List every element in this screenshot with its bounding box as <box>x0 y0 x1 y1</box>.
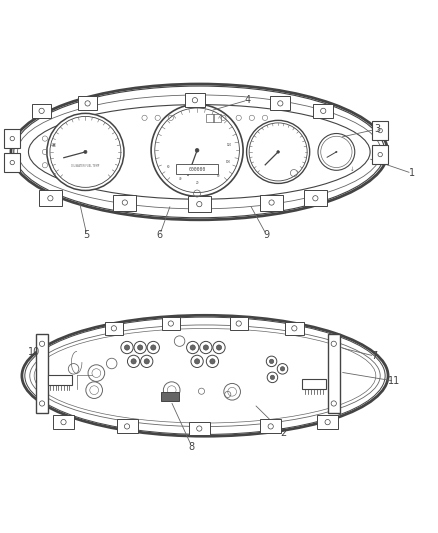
Ellipse shape <box>147 341 159 354</box>
Bar <box>36 334 48 413</box>
Bar <box>285 322 304 335</box>
Ellipse shape <box>203 345 208 350</box>
Bar <box>271 96 290 110</box>
Ellipse shape <box>47 114 124 190</box>
Text: 2: 2 <box>281 429 287 438</box>
Text: ↓: ↓ <box>350 167 354 172</box>
Bar <box>372 145 388 164</box>
Bar <box>39 190 62 206</box>
Ellipse shape <box>121 341 133 354</box>
Ellipse shape <box>191 355 203 368</box>
Bar <box>304 190 327 206</box>
Ellipse shape <box>213 341 225 354</box>
Bar <box>189 422 210 435</box>
Bar <box>230 317 248 330</box>
Text: 7: 7 <box>371 351 378 361</box>
Bar <box>317 415 338 429</box>
Ellipse shape <box>190 345 195 350</box>
Bar <box>314 104 333 118</box>
Ellipse shape <box>249 123 307 181</box>
Bar <box>260 419 281 433</box>
Ellipse shape <box>30 325 380 426</box>
Text: 8: 8 <box>189 442 195 451</box>
Bar <box>176 164 218 174</box>
Bar <box>328 334 340 413</box>
Ellipse shape <box>270 375 275 379</box>
Ellipse shape <box>127 355 140 368</box>
Text: 4: 4 <box>244 95 251 105</box>
Ellipse shape <box>200 341 212 354</box>
Ellipse shape <box>138 345 143 350</box>
Text: 60: 60 <box>167 165 170 169</box>
Text: 9: 9 <box>263 230 269 239</box>
Text: ▣: ▣ <box>52 143 56 147</box>
Ellipse shape <box>277 364 288 374</box>
Ellipse shape <box>151 104 243 196</box>
Bar <box>4 153 20 172</box>
Text: 40: 40 <box>179 177 182 181</box>
Ellipse shape <box>124 345 130 350</box>
Ellipse shape <box>144 359 149 364</box>
Bar <box>162 317 180 330</box>
Text: OIL/WATER FUEL TEMP: OIL/WATER FUEL TEMP <box>71 164 99 168</box>
Bar <box>213 114 221 122</box>
Bar <box>188 196 211 212</box>
Text: 20: 20 <box>195 181 199 185</box>
Text: 5: 5 <box>84 230 90 239</box>
Ellipse shape <box>206 355 219 368</box>
Bar <box>105 322 123 335</box>
Text: 100: 100 <box>226 159 231 164</box>
Bar <box>78 96 97 110</box>
Text: 10: 10 <box>28 347 40 357</box>
Ellipse shape <box>194 359 200 364</box>
Text: 1: 1 <box>409 168 415 178</box>
Bar <box>53 415 74 429</box>
Ellipse shape <box>280 367 285 371</box>
Bar <box>302 379 326 390</box>
Bar <box>372 121 388 140</box>
Ellipse shape <box>267 372 278 383</box>
Ellipse shape <box>187 341 199 354</box>
Bar <box>4 129 20 148</box>
Ellipse shape <box>134 341 146 354</box>
Ellipse shape <box>131 359 136 364</box>
Bar <box>113 195 136 211</box>
Ellipse shape <box>210 359 215 364</box>
Bar <box>260 195 283 211</box>
Ellipse shape <box>318 133 355 171</box>
Ellipse shape <box>216 345 222 350</box>
Ellipse shape <box>50 116 121 188</box>
Ellipse shape <box>266 356 277 367</box>
Bar <box>117 419 138 433</box>
Bar <box>206 114 214 122</box>
Text: 120: 120 <box>227 142 232 147</box>
Bar <box>32 104 52 118</box>
Ellipse shape <box>151 345 156 350</box>
Ellipse shape <box>269 359 274 364</box>
Ellipse shape <box>28 104 370 199</box>
Ellipse shape <box>84 150 87 154</box>
Bar <box>185 93 205 107</box>
Ellipse shape <box>155 108 240 192</box>
Text: ▪: ▪ <box>53 171 55 175</box>
Ellipse shape <box>277 151 279 153</box>
Text: 6: 6 <box>157 230 163 239</box>
Text: 80: 80 <box>217 174 220 177</box>
Text: 3: 3 <box>374 124 381 134</box>
Ellipse shape <box>336 151 337 152</box>
Ellipse shape <box>141 355 153 368</box>
Text: 000000: 000000 <box>188 166 206 172</box>
Ellipse shape <box>195 149 199 152</box>
Bar <box>48 375 72 385</box>
Bar <box>161 392 179 401</box>
Text: 11: 11 <box>388 376 400 386</box>
Ellipse shape <box>247 120 310 183</box>
